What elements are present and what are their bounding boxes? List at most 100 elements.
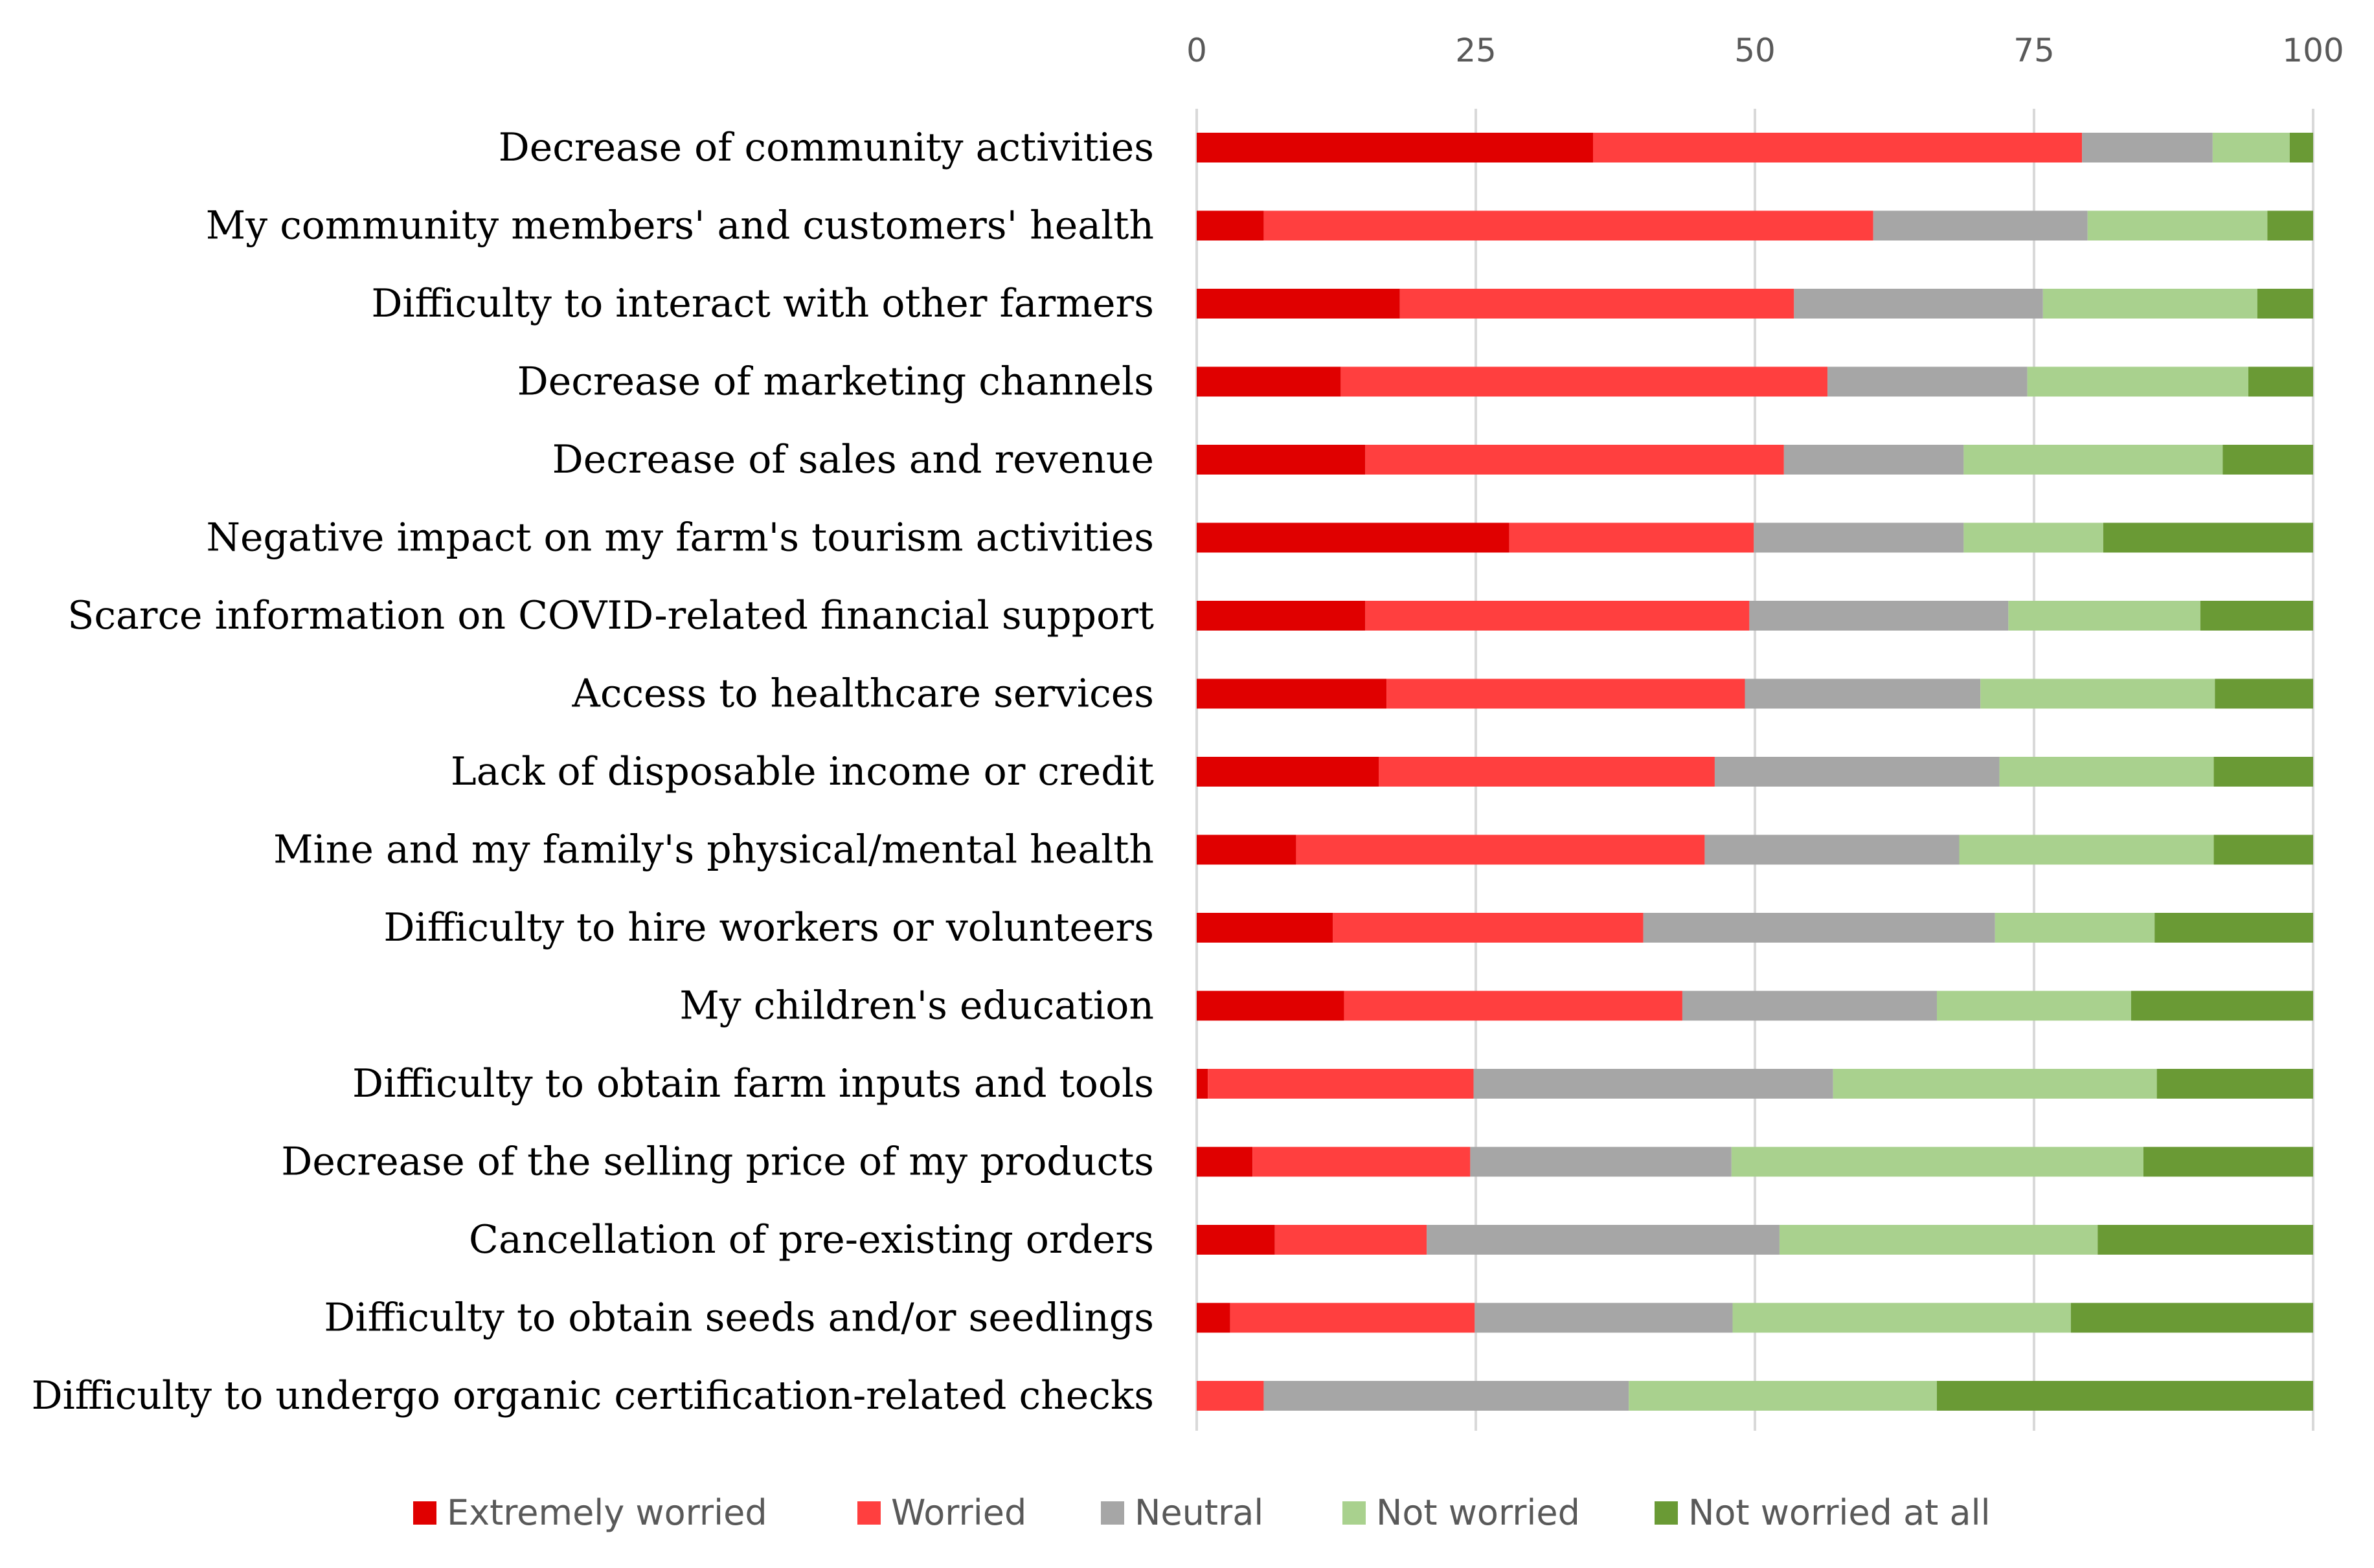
bar-segment <box>1340 366 1828 397</box>
bar-segment <box>1873 210 2088 241</box>
category-label: Cancellation of pre-existing orders <box>469 1217 1154 1262</box>
bar-segment <box>2156 1069 2313 1099</box>
bar-segment <box>1745 678 1981 709</box>
bar-segment <box>1197 757 1379 787</box>
category-label: Decrease of marketing channels <box>517 359 1154 405</box>
bar-segment <box>1365 601 1750 631</box>
bar-segment <box>1509 522 1754 553</box>
bar-segment <box>1963 445 2223 475</box>
category-label: Difficulty to obtain farm inputs and too… <box>352 1061 1154 1106</box>
bar-segment <box>2212 133 2290 162</box>
x-tick-label: 50 <box>1734 32 1776 69</box>
bar-segment <box>1963 522 2103 553</box>
bar-segment <box>1386 678 1745 709</box>
bar-segment <box>1731 1147 2143 1177</box>
category-labels: Decrease of community activities My commu… <box>32 125 1155 1418</box>
bar-segment <box>2215 678 2313 709</box>
legend-swatch <box>413 1501 436 1525</box>
bar-segment <box>1682 991 1938 1021</box>
legend-swatch <box>1655 1501 1678 1525</box>
bar-segment <box>1197 445 1366 475</box>
category-label: Difficulty to hire workers or volunteers <box>383 905 1154 950</box>
bar-segment <box>1833 1069 2157 1099</box>
bar-segment <box>1399 289 1794 319</box>
bar-segment <box>1980 678 2215 709</box>
legend: Extremely worried Worried Neutral Not worri… <box>413 1492 1991 1533</box>
legend-label: Extremely worried <box>447 1492 767 1533</box>
bar-segment <box>1197 991 1344 1021</box>
bar-segment <box>2213 757 2313 787</box>
bar-segment <box>2257 289 2313 319</box>
bar-segment <box>1252 1147 1471 1177</box>
x-tick-label: 25 <box>1455 32 1497 69</box>
bar-segment <box>1274 1225 1427 1255</box>
bar-segment <box>1427 1225 1780 1255</box>
bar-segment <box>1197 289 1400 319</box>
legend-swatch <box>1101 1501 1124 1525</box>
category-label: Lack of disposable income or credit <box>451 749 1154 794</box>
bar-segment <box>1296 834 1705 865</box>
category-label: Mine and my family's physical/mental hea… <box>273 827 1154 873</box>
category-label: Decrease of sales and revenue <box>552 437 1154 482</box>
bar-segment <box>2248 366 2313 397</box>
category-label: Negative impact on my farm's tourism act… <box>207 515 1155 561</box>
bar-segment <box>1783 445 1964 475</box>
bar-segment <box>1197 1069 1208 1099</box>
category-label: Difficulty to obtain seeds and/or seedli… <box>324 1295 1154 1341</box>
bar-segment <box>1999 757 2214 787</box>
category-label: Difficulty to undergo organic certificat… <box>32 1373 1155 1418</box>
bar-segment <box>1197 366 1341 397</box>
bars <box>1197 133 2313 1411</box>
bar-segment <box>2008 601 2200 631</box>
legend-label: Neutral <box>1135 1492 1263 1533</box>
bar-segment <box>1197 1381 1264 1411</box>
bar-segment <box>1593 133 2083 162</box>
category-label: My children's education <box>679 983 1154 1029</box>
bar-segment <box>1470 1147 1732 1177</box>
bar-segment <box>2070 1303 2313 1333</box>
bar-segment <box>1475 1303 1733 1333</box>
x-tick-label: 75 <box>2013 32 2055 69</box>
bar-segment <box>1197 913 1333 943</box>
bar-segment <box>1794 289 2043 319</box>
bar-segment <box>1344 991 1682 1021</box>
x-tick-label: 0 <box>1186 32 1207 69</box>
bar-segment <box>2289 133 2313 162</box>
bar-segment <box>1263 210 1873 241</box>
bar-segment <box>1197 1303 1230 1333</box>
category-label: Scarce information on COVID-related fina… <box>67 593 1154 638</box>
bar-segment <box>1230 1303 1475 1333</box>
legend-label: Worried <box>891 1492 1026 1533</box>
bar-segment <box>1714 757 2000 787</box>
bar-segment <box>1333 913 1644 943</box>
legend-label: Not worried at all <box>1688 1492 1991 1533</box>
bar-segment <box>1827 366 2028 397</box>
bar-segment <box>2027 366 2249 397</box>
bar-segment <box>1629 1381 1938 1411</box>
bar-segment <box>1208 1069 1474 1099</box>
bar-segment <box>1197 678 1387 709</box>
x-axis-ticks: 0 25 50 75 100 <box>1186 32 2344 69</box>
x-tick-label: 100 <box>2282 32 2344 69</box>
bar-segment <box>1749 601 2009 631</box>
category-label: Access to healthcare services <box>572 671 1154 717</box>
bar-segment <box>1197 1147 1253 1177</box>
bar-segment <box>1365 445 1784 475</box>
category-label: Difficulty to interact with other farmer… <box>371 281 1154 326</box>
bar-segment <box>2222 445 2313 475</box>
bar-segment <box>1959 834 2214 865</box>
bar-segment <box>2143 1147 2313 1177</box>
bar-segment <box>1754 522 1964 553</box>
bar-segment <box>2131 991 2313 1021</box>
bar-segment <box>1197 834 1296 865</box>
bar-segment <box>2082 133 2213 162</box>
bar-segment <box>2213 834 2313 865</box>
bar-segment <box>1197 1225 1275 1255</box>
legend-swatch <box>1342 1501 1366 1525</box>
bar-segment <box>1197 133 1594 162</box>
bar-segment <box>2042 289 2257 319</box>
bar-segment <box>1473 1069 1833 1099</box>
legend-label: Not worried <box>1376 1492 1580 1533</box>
bar-segment <box>1643 913 1995 943</box>
